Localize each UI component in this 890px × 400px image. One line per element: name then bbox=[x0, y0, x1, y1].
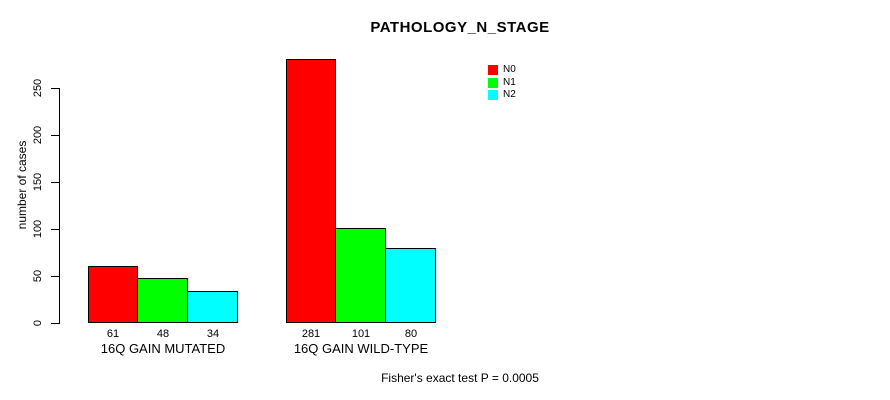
x-axis-group-label: 16Q GAIN WILD-TYPE bbox=[293, 341, 429, 356]
bar-n0 bbox=[286, 59, 336, 323]
y-axis-tick-label: 250 bbox=[32, 78, 44, 98]
y-axis-tick-label: 200 bbox=[32, 125, 44, 145]
y-axis-tick-label: 150 bbox=[32, 172, 44, 192]
bar-value-label: 281 bbox=[301, 328, 321, 340]
bar-n2 bbox=[188, 291, 238, 323]
y-axis-label: number of cases bbox=[15, 140, 29, 230]
bar-value-label: 48 bbox=[156, 328, 170, 340]
y-axis-tick bbox=[51, 323, 59, 324]
legend-label-n0: N0 bbox=[503, 64, 516, 75]
legend-swatch-n0 bbox=[488, 65, 498, 75]
legend-swatch-n2 bbox=[488, 90, 498, 100]
bar-n1 bbox=[138, 278, 188, 323]
y-axis-tick bbox=[51, 276, 59, 277]
y-axis-tick bbox=[51, 88, 59, 89]
y-axis-tick bbox=[51, 182, 59, 183]
y-axis-tick-label: 50 bbox=[32, 269, 44, 283]
bar-value-label: 80 bbox=[404, 328, 418, 340]
legend-label-n1: N1 bbox=[503, 76, 516, 88]
bar-value-label: 61 bbox=[106, 328, 120, 340]
x-axis-group-label: 16Q GAIN MUTATED bbox=[100, 341, 226, 356]
legend-label-n2: N2 bbox=[503, 89, 516, 100]
y-axis-line bbox=[59, 88, 60, 324]
annotation-text: Fisher's exact test P = 0.0005 bbox=[381, 371, 539, 385]
y-axis-tick bbox=[51, 135, 59, 136]
bar-n1 bbox=[336, 228, 386, 323]
chart-title: PATHOLOGY_N_STAGE bbox=[370, 19, 550, 36]
y-axis-tick-label: 100 bbox=[32, 219, 44, 239]
y-axis-tick bbox=[51, 229, 59, 230]
bar-value-label: 101 bbox=[351, 328, 371, 340]
y-axis-tick-label: 0 bbox=[32, 319, 44, 327]
bar-n0 bbox=[88, 266, 138, 323]
bar-value-label: 34 bbox=[206, 328, 220, 340]
bar-n2 bbox=[386, 248, 436, 323]
legend-swatch-n1 bbox=[488, 77, 498, 88]
